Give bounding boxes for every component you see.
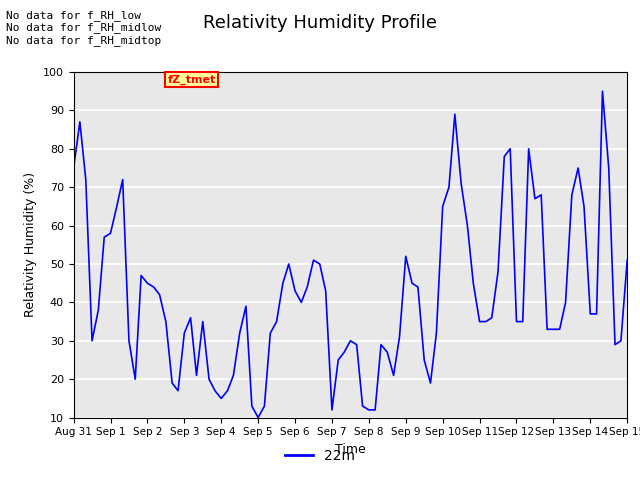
Text: fZ_tmet: fZ_tmet [168,74,216,84]
Y-axis label: Relativity Humidity (%): Relativity Humidity (%) [24,172,37,317]
Text: No data for f_RH_low
No data for f_RH_midlow
No data for f_RH_midtop: No data for f_RH_low No data for f_RH_mi… [6,10,162,46]
Legend: 22m: 22m [280,443,360,468]
Text: Relativity Humidity Profile: Relativity Humidity Profile [203,14,437,33]
X-axis label: Time: Time [335,443,366,456]
